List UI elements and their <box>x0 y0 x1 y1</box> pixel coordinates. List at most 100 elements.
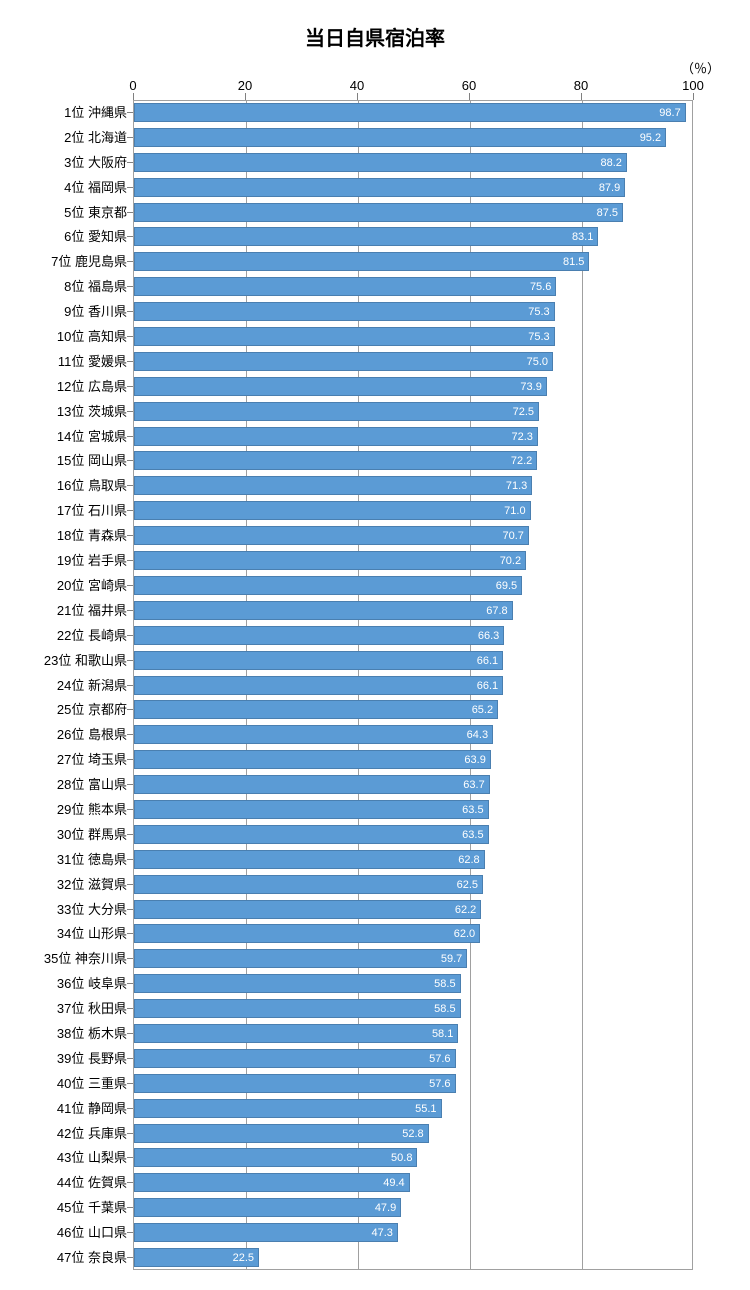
bar-value-label: 83.1 <box>572 228 593 247</box>
bar: 98.7 <box>134 103 686 122</box>
bar-row: 29位 熊本県63.5 <box>133 800 693 819</box>
chart-title: 当日自県宿泊率 <box>0 0 750 59</box>
y-axis-label: 35位 神奈川県 <box>17 949 127 968</box>
bar: 59.7 <box>134 949 467 968</box>
y-axis-label: 23位 和歌山県 <box>17 651 127 670</box>
bar-row: 4位 福岡県87.9 <box>133 178 693 197</box>
bar: 95.2 <box>134 128 666 147</box>
y-axis-label: 6位 愛知県 <box>17 227 127 246</box>
bar-value-label: 49.4 <box>383 1174 404 1193</box>
y-axis-label: 20位 宮崎県 <box>17 576 127 595</box>
x-tick-label: 20 <box>238 78 252 93</box>
bar-row: 23位 和歌山県66.1 <box>133 651 693 670</box>
y-tick-mark <box>127 1232 133 1233</box>
bar-row: 40位 三重県57.6 <box>133 1074 693 1093</box>
bar-row: 39位 長野県57.6 <box>133 1049 693 1068</box>
bar: 52.8 <box>134 1124 429 1143</box>
bar-value-label: 81.5 <box>563 253 584 272</box>
y-tick-mark <box>127 187 133 188</box>
bar-value-label: 65.2 <box>472 701 493 720</box>
chart: 020406080100 1位 沖縄県98.72位 北海道95.23位 大阪府8… <box>25 78 725 1273</box>
y-tick-mark <box>127 859 133 860</box>
bar: 72.3 <box>134 427 538 446</box>
y-axis-label: 47位 奈良県 <box>17 1248 127 1267</box>
bar: 47.3 <box>134 1223 398 1242</box>
bar-value-label: 67.8 <box>486 602 507 621</box>
x-tick-mark <box>357 93 358 100</box>
bar-value-label: 72.2 <box>511 452 532 471</box>
bar-row: 8位 福島県75.6 <box>133 277 693 296</box>
x-tick-mark <box>133 93 134 100</box>
bar-row: 38位 栃木県58.1 <box>133 1024 693 1043</box>
bar-value-label: 70.7 <box>502 527 523 546</box>
y-tick-mark <box>127 236 133 237</box>
bar-row: 27位 埼玉県63.9 <box>133 750 693 769</box>
bar: 69.5 <box>134 576 522 595</box>
bar-value-label: 63.5 <box>462 801 483 820</box>
x-tick-label: 80 <box>574 78 588 93</box>
bar-row: 28位 富山県63.7 <box>133 775 693 794</box>
bar-row: 26位 島根県64.3 <box>133 725 693 744</box>
bar-row: 6位 愛知県83.1 <box>133 227 693 246</box>
bar-row: 17位 石川県71.0 <box>133 501 693 520</box>
y-tick-mark <box>127 685 133 686</box>
bar: 50.8 <box>134 1148 417 1167</box>
bar-row: 15位 岡山県72.2 <box>133 451 693 470</box>
x-tick-label: 100 <box>682 78 704 93</box>
y-tick-mark <box>127 635 133 636</box>
bar-value-label: 95.2 <box>640 129 661 148</box>
y-axis-label: 1位 沖縄県 <box>17 103 127 122</box>
bar-row: 11位 愛媛県75.0 <box>133 352 693 371</box>
y-axis-label: 34位 山形県 <box>17 924 127 943</box>
y-axis-label: 39位 長野県 <box>17 1049 127 1068</box>
y-tick-mark <box>127 1058 133 1059</box>
y-tick-mark <box>127 610 133 611</box>
bar-value-label: 55.1 <box>415 1100 436 1119</box>
bar-row: 1位 沖縄県98.7 <box>133 103 693 122</box>
bar-row: 32位 滋賀県62.5 <box>133 875 693 894</box>
y-axis-label: 3位 大阪府 <box>17 153 127 172</box>
y-tick-mark <box>127 660 133 661</box>
bar-row: 10位 高知県75.3 <box>133 327 693 346</box>
y-tick-mark <box>127 286 133 287</box>
bar-row: 9位 香川県75.3 <box>133 302 693 321</box>
y-axis-label: 45位 千葉県 <box>17 1198 127 1217</box>
bar-value-label: 75.6 <box>530 278 551 297</box>
y-tick-mark <box>127 386 133 387</box>
y-axis-label: 11位 愛媛県 <box>17 352 127 371</box>
bar-row: 19位 岩手県70.2 <box>133 551 693 570</box>
y-axis-label: 37位 秋田県 <box>17 999 127 1018</box>
bar-row: 2位 北海道95.2 <box>133 128 693 147</box>
bar-row: 21位 福井県67.8 <box>133 601 693 620</box>
y-axis-label: 13位 茨城県 <box>17 402 127 421</box>
x-tick-label: 0 <box>129 78 136 93</box>
y-tick-mark <box>127 311 133 312</box>
bar-value-label: 69.5 <box>496 577 517 596</box>
y-axis-label: 43位 山梨県 <box>17 1148 127 1167</box>
bar-row: 14位 宮城県72.3 <box>133 427 693 446</box>
bar-row: 18位 青森県70.7 <box>133 526 693 545</box>
y-axis-label: 36位 岐阜県 <box>17 974 127 993</box>
bar: 67.8 <box>134 601 513 620</box>
bar: 75.3 <box>134 327 555 346</box>
bar: 73.9 <box>134 377 547 396</box>
bar-row: 30位 群馬県63.5 <box>133 825 693 844</box>
bar-row: 24位 新潟県66.1 <box>133 676 693 695</box>
y-axis-label: 4位 福岡県 <box>17 178 127 197</box>
y-tick-mark <box>127 958 133 959</box>
y-tick-mark <box>127 983 133 984</box>
y-axis-label: 33位 大分県 <box>17 900 127 919</box>
bar: 81.5 <box>134 252 589 271</box>
bar: 83.1 <box>134 227 598 246</box>
bar-value-label: 87.5 <box>597 204 618 223</box>
y-axis-label: 22位 長崎県 <box>17 626 127 645</box>
bar-value-label: 75.3 <box>528 328 549 347</box>
y-axis-label: 8位 福島県 <box>17 277 127 296</box>
bar-value-label: 50.8 <box>391 1149 412 1168</box>
y-tick-mark <box>127 112 133 113</box>
bar-value-label: 22.5 <box>233 1249 254 1268</box>
y-tick-mark <box>127 212 133 213</box>
bar: 63.7 <box>134 775 490 794</box>
bar-value-label: 62.0 <box>454 925 475 944</box>
bar: 57.6 <box>134 1074 456 1093</box>
